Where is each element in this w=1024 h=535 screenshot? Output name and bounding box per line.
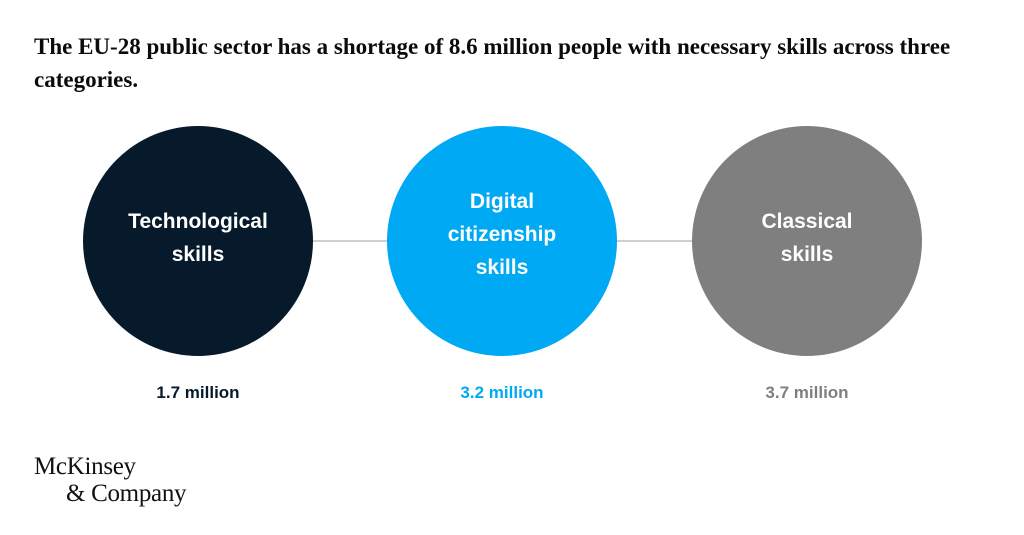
technological-skills-label: Technological skills (128, 210, 268, 266)
classical-skills-value: 3.7 million (765, 383, 849, 402)
technological-skills-circle: Technological skills (83, 126, 313, 356)
logo-line-2: & Company (66, 480, 187, 507)
connector-line-1 (312, 240, 390, 242)
page-title: The EU-28 public sector has a shortage o… (34, 34, 951, 92)
logo-line-1: McKinsey (34, 453, 136, 480)
connector-line-2 (614, 240, 696, 242)
classical-skills-circle: Classical skills (692, 126, 922, 356)
digital-citizenship-skills-label: Digital citizenship skills (447, 189, 557, 279)
digital-citizenship-skills-value: 3.2 million (460, 383, 544, 402)
classical-skills-label: Classical skills (761, 210, 853, 266)
digital-citizenship-skills-circle: Digital citizenship skills (387, 126, 617, 356)
technological-skills-value: 1.7 million (156, 383, 240, 402)
mckinsey-logo: McKinsey & Company (34, 453, 187, 507)
